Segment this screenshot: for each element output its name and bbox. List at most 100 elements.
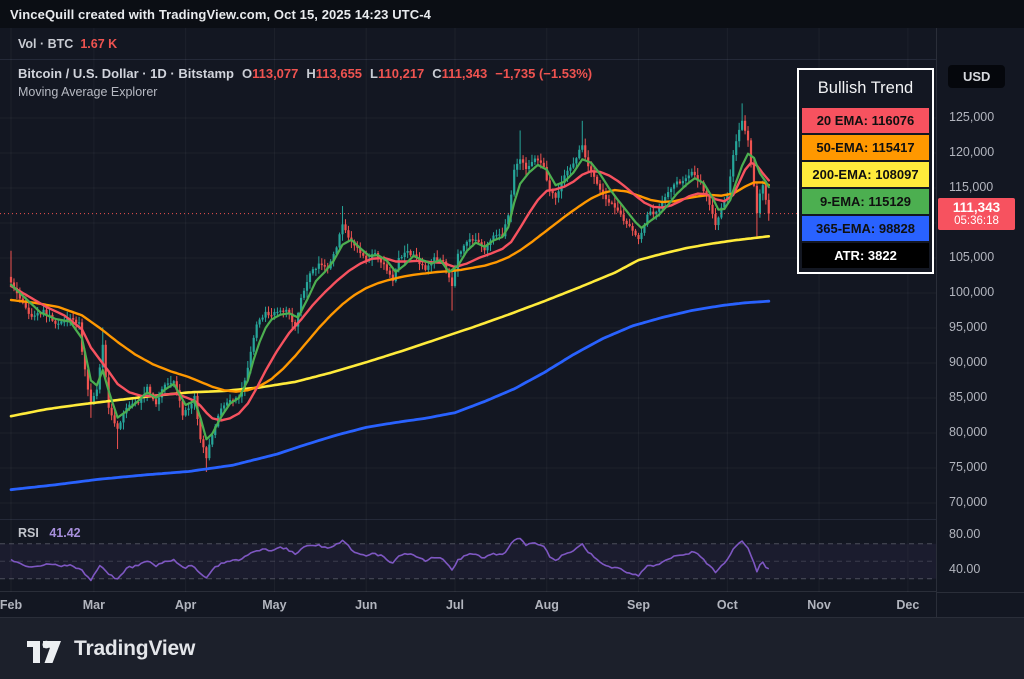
candle-body (223, 405, 226, 409)
candle-body (140, 397, 143, 403)
ema-line-9 (9, 152, 770, 441)
ema-line-365 (9, 299, 771, 492)
candle-body (732, 155, 735, 177)
candle-body (675, 181, 679, 185)
candle-body (584, 145, 587, 158)
candle-body (474, 239, 477, 241)
candle-body (205, 447, 208, 459)
candle-body (755, 185, 759, 214)
month-label-may: May (262, 598, 287, 612)
candle-body (122, 413, 125, 423)
rsi-pane-canvas[interactable] (0, 520, 936, 592)
candle-body (214, 426, 217, 436)
candle-body (521, 159, 525, 163)
candle-body (720, 207, 723, 218)
candle-body (551, 190, 554, 194)
price-tick: 90,000 (949, 354, 988, 369)
candle-body (634, 230, 637, 236)
candle-body (187, 408, 190, 411)
candle-body (637, 235, 640, 240)
candle-body (492, 235, 495, 241)
tradingview-logo-icon[interactable] (27, 633, 63, 665)
candle-body (341, 224, 344, 235)
candle-body (649, 211, 652, 215)
candle-body (406, 250, 409, 253)
candle-body (625, 220, 628, 224)
price-tick: 75,000 (949, 459, 988, 474)
volume-pane-canvas[interactable] (0, 28, 936, 60)
candle-body (456, 253, 460, 272)
rsi-line (10, 537, 770, 582)
candle-body (563, 175, 566, 183)
candle-body (450, 277, 454, 286)
candle-body (453, 271, 457, 286)
candle-body (228, 400, 232, 403)
attribution-text: VinceQuill created with TradingView.com,… (10, 6, 431, 22)
candle-body (539, 160, 542, 163)
rsi-name[interactable]: RSI (18, 526, 39, 540)
candle-body (752, 163, 756, 186)
candle-body (738, 129, 741, 142)
candle-body (33, 315, 36, 317)
candle-body (379, 257, 383, 263)
candle-body (758, 193, 761, 214)
time-axis[interactable]: Feb Mar Apr May Jun Jul Aug Sep Oct Nov Dec (0, 593, 936, 617)
rsi-pane[interactable]: RSI 41.42 (0, 520, 936, 592)
candle-body (54, 320, 57, 324)
volume-pane[interactable]: Vol · BTC 1.67 K (0, 28, 936, 60)
indicator-name[interactable]: Moving Average Explorer (18, 85, 158, 99)
candle-body (468, 239, 471, 242)
ema-line-20 (9, 161, 770, 422)
price-tick: 70,000 (949, 494, 988, 509)
ohlc-value: 113,077 (252, 66, 299, 81)
candle-body (595, 176, 599, 184)
candle-body (661, 202, 664, 207)
candle-body (581, 145, 584, 150)
volume-value: 1.67 K (80, 37, 118, 51)
candle-body (199, 419, 202, 440)
price-chart-canvas[interactable] (0, 60, 936, 520)
candle-body (211, 435, 214, 445)
tradingview-brand-text[interactable]: TradingView (74, 636, 196, 660)
candle-body (181, 400, 184, 416)
candle-body (291, 313, 294, 323)
candle-body (684, 178, 687, 181)
rsi-value: 41.42 (49, 526, 81, 540)
candle-body (385, 264, 389, 271)
last-price-label: 111,343 (952, 199, 1001, 215)
candle-body (616, 207, 619, 211)
candle-body (741, 120, 744, 130)
rsi-legend: RSI 41.42 (18, 526, 81, 540)
candle-body (285, 309, 288, 312)
candle-body (175, 381, 178, 391)
candle-body (308, 273, 312, 283)
ohlc-letter: C (432, 66, 442, 81)
candle-body (640, 232, 643, 240)
candle-body (557, 191, 560, 198)
candle-body (690, 171, 693, 176)
price-axis[interactable]: USD 111,343 05:36:18 125,000 120,000 115,0… (936, 28, 1024, 617)
candle-body (344, 224, 347, 231)
candle-body (403, 252, 406, 258)
candle-body (72, 318, 75, 320)
candle-body (252, 337, 255, 352)
price-pane[interactable]: Bitcoin / U.S. Dollar · 1D · Bitstamp O11… (0, 60, 936, 520)
last-price-badge: 111,343 05:36:18 (938, 197, 1015, 230)
candle-body (338, 234, 341, 248)
candle-body (593, 171, 596, 177)
candle-body (533, 158, 537, 163)
candle-body (18, 293, 21, 299)
candle-body (613, 203, 616, 208)
candle-body (548, 180, 551, 191)
candle-body (362, 253, 365, 256)
symbol-title[interactable]: Bitcoin / U.S. Dollar · 1D · Bitstamp (18, 66, 234, 81)
candle-body (569, 167, 572, 171)
candle-body (273, 311, 276, 316)
candle-body (24, 302, 27, 308)
candle-body (465, 241, 468, 246)
trend-legend-row: 365-EMA: 98828 (802, 216, 929, 241)
candle-body (554, 193, 557, 198)
candle-body (75, 319, 78, 324)
currency-badge[interactable]: USD (948, 65, 1006, 88)
